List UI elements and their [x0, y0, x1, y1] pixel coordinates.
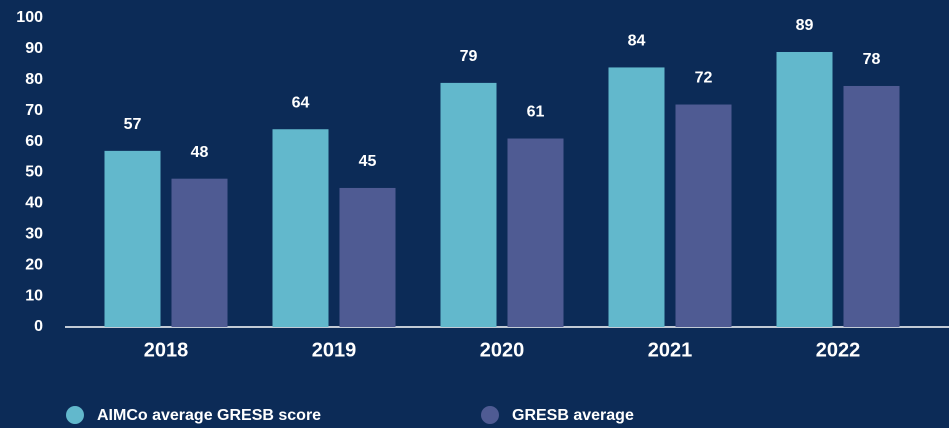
- value-label: 84: [628, 33, 646, 50]
- bar: [104, 150, 161, 327]
- y-tick-label: 0: [34, 318, 43, 335]
- value-label: 89: [796, 17, 814, 34]
- y-tick-label: 100: [16, 9, 43, 26]
- y-tick-label: 50: [25, 164, 43, 181]
- legend-swatch: [481, 406, 499, 424]
- value-label: 64: [292, 94, 310, 111]
- bar: [171, 178, 228, 327]
- bar: [339, 187, 396, 327]
- legend-label: GRESB average: [512, 407, 634, 424]
- y-tick-label: 90: [25, 40, 43, 57]
- y-tick-label: 40: [25, 195, 43, 212]
- x-tick-label: 2021: [648, 339, 693, 361]
- x-tick-label: 2018: [144, 339, 189, 361]
- value-label: 45: [359, 153, 377, 170]
- bar: [608, 67, 665, 327]
- bar: [272, 129, 329, 327]
- value-label: 57: [124, 116, 142, 133]
- legend-swatch: [66, 406, 84, 424]
- y-tick-label: 60: [25, 133, 43, 150]
- y-tick-label: 80: [25, 71, 43, 88]
- y-tick-label: 30: [25, 226, 43, 243]
- value-label: 48: [191, 144, 209, 161]
- value-label: 61: [527, 104, 545, 121]
- x-tick-label: 2019: [312, 339, 357, 361]
- bar: [675, 104, 732, 328]
- value-label: 78: [863, 51, 881, 68]
- y-tick-label: 20: [25, 256, 43, 273]
- value-label: 72: [695, 70, 713, 87]
- x-tick-label: 2022: [816, 339, 861, 361]
- value-label: 79: [460, 48, 478, 65]
- legend-label: AIMCo average GRESB score: [97, 407, 321, 424]
- x-tick-label: 2020: [480, 339, 525, 361]
- bar: [843, 85, 900, 327]
- bar: [440, 82, 497, 327]
- y-tick-label: 70: [25, 102, 43, 119]
- bar: [507, 138, 564, 327]
- y-tick-label: 10: [25, 287, 43, 304]
- bar: [776, 51, 833, 328]
